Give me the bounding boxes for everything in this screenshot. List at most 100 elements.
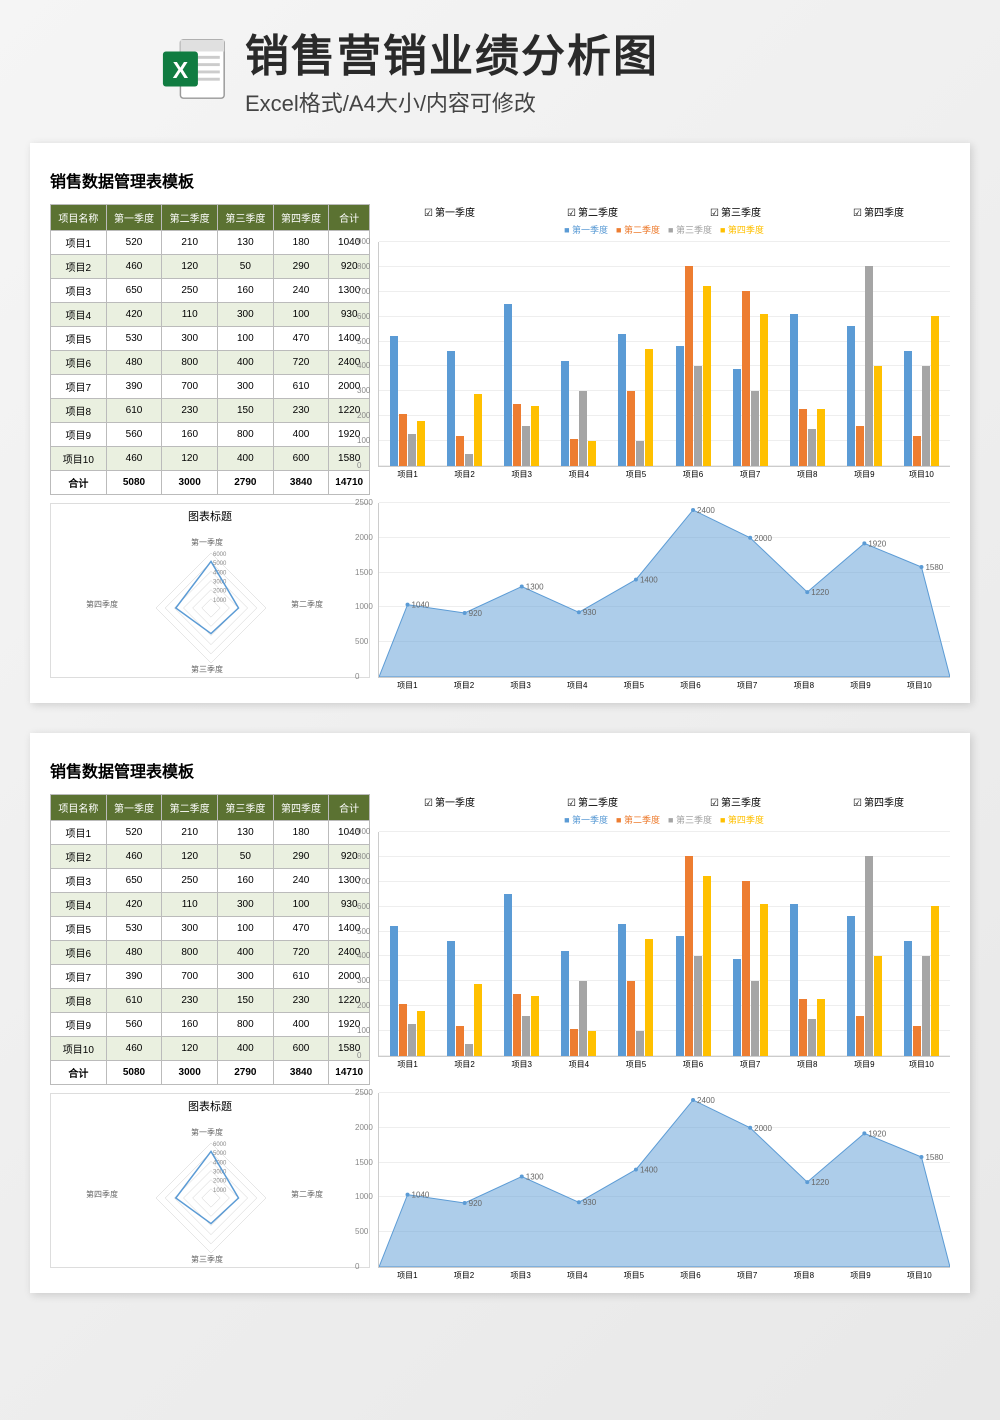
bar (408, 1024, 416, 1057)
table-cell: 390 (106, 965, 162, 989)
table-row: 项目86102301502301220 (51, 989, 370, 1013)
bar-group: 项目3 (504, 894, 539, 1057)
data-table: 项目名称第一季度第二季度第三季度第四季度合计项目1520210130180104… (50, 204, 370, 495)
table-row: 项目4420110300100930 (51, 303, 370, 327)
checkbox-item[interactable]: 第一季度 (424, 794, 475, 809)
table-cell: 项目1 (51, 231, 107, 255)
bar (808, 1019, 816, 1057)
table-total-row: 合计508030002790384014710 (51, 1061, 370, 1085)
table-cell: 250 (162, 279, 218, 303)
table-cell: 290 (273, 845, 329, 869)
area-chart: 0500100015002000250010409201300930140024… (378, 503, 950, 678)
checkbox-item[interactable]: 第三季度 (710, 204, 761, 219)
main-title: 销售营销业绩分析图 (245, 20, 970, 84)
bar-group: 项目1 (390, 336, 425, 466)
table-cell: 180 (273, 821, 329, 845)
table-cell: 180 (273, 231, 329, 255)
svg-text:1580: 1580 (925, 563, 943, 572)
bar (522, 426, 530, 466)
table-header: 第三季度 (218, 205, 274, 231)
radar-axis-label: 第二季度 (291, 1189, 323, 1200)
table-cell: 14710 (329, 1061, 370, 1085)
area-chart: 0500100015002000250010409201300930140024… (378, 1093, 950, 1268)
radar-axis-label: 第四季度 (86, 1189, 118, 1200)
bar (676, 346, 684, 466)
bar (760, 314, 768, 467)
bar (390, 336, 398, 466)
table-cell: 1580 (329, 447, 370, 471)
svg-text:2000: 2000 (213, 1179, 227, 1185)
bar (922, 366, 930, 466)
radar-axis-label: 第二季度 (291, 599, 323, 610)
series-checkboxes[interactable]: 第一季度 第二季度 第三季度 第四季度 (378, 204, 950, 219)
table-cell: 720 (273, 941, 329, 965)
bar (751, 981, 759, 1056)
table-cell: 230 (273, 989, 329, 1013)
table-cell: 250 (162, 869, 218, 893)
table-row: 项目246012050290920 (51, 255, 370, 279)
bar-label: 项目9 (854, 1059, 874, 1070)
table-cell: 合计 (51, 471, 107, 495)
bar (751, 391, 759, 466)
table-cell: 210 (162, 231, 218, 255)
svg-text:1300: 1300 (526, 1173, 544, 1182)
table-cell: 610 (106, 989, 162, 1013)
table-cell: 480 (106, 351, 162, 375)
checkbox-item[interactable]: 第二季度 (567, 204, 618, 219)
sub-title: Excel格式/A4大小/内容可修改 (245, 86, 970, 118)
bar (676, 936, 684, 1056)
table-cell: 1580 (329, 1037, 370, 1061)
checkbox-item[interactable]: 第四季度 (853, 204, 904, 219)
bar (570, 1029, 578, 1057)
bar-label: 项目6 (683, 469, 703, 480)
bar-label: 项目8 (797, 469, 817, 480)
table-header: 项目名称 (51, 795, 107, 821)
table-cell: 800 (218, 1013, 274, 1037)
table-cell: 650 (106, 279, 162, 303)
bar (636, 1031, 644, 1056)
table-row: 项目55303001004701400 (51, 327, 370, 351)
table-cell: 300 (218, 965, 274, 989)
area-label: 项目3 (510, 680, 530, 691)
bar (522, 1016, 530, 1056)
series-checkboxes[interactable]: 第一季度 第二季度 第三季度 第四季度 (378, 794, 950, 809)
bar (733, 959, 741, 1057)
bar-label: 项目2 (454, 469, 474, 480)
table-row: 项目104601204006001580 (51, 1037, 370, 1061)
checkbox-item[interactable]: 第二季度 (567, 794, 618, 809)
bar (703, 876, 711, 1056)
table-row: 项目95601608004001920 (51, 423, 370, 447)
checkbox-item[interactable]: 第一季度 (424, 204, 475, 219)
table-cell: 项目1 (51, 821, 107, 845)
bar (390, 926, 398, 1056)
bar (579, 981, 587, 1056)
bar (465, 1044, 473, 1057)
bar (627, 391, 635, 466)
area-label: 项目10 (907, 1270, 932, 1281)
checkbox-item[interactable]: 第四季度 (853, 794, 904, 809)
bar-group: 项目10 (904, 316, 939, 466)
table-cell: 420 (106, 303, 162, 327)
table-cell: 项目6 (51, 941, 107, 965)
svg-text:930: 930 (583, 608, 597, 617)
bar-label: 项目9 (854, 469, 874, 480)
table-cell: 400 (218, 447, 274, 471)
table-cell: 项目4 (51, 893, 107, 917)
bar (579, 391, 587, 466)
table-cell: 400 (218, 1037, 274, 1061)
table-cell: 50 (218, 845, 274, 869)
bar-label: 项目8 (797, 1059, 817, 1070)
table-cell: 3840 (273, 1061, 329, 1085)
bar (417, 1011, 425, 1056)
checkbox-item[interactable]: 第三季度 (710, 794, 761, 809)
table-cell: 460 (106, 1037, 162, 1061)
bar (817, 409, 825, 467)
bar-group: 项目5 (618, 924, 653, 1057)
area-label: 项目2 (454, 680, 474, 691)
svg-text:1220: 1220 (811, 1178, 829, 1187)
bar (561, 951, 569, 1056)
bar-label: 项目1 (397, 1059, 417, 1070)
svg-text:1040: 1040 (412, 1191, 430, 1200)
table-cell: 800 (162, 351, 218, 375)
bar-group: 项目10 (904, 906, 939, 1056)
